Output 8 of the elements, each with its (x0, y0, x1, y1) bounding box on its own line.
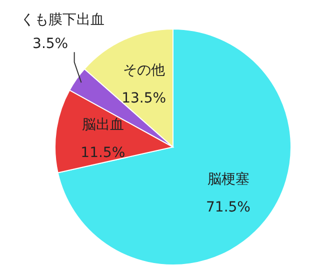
data-label: 71.5% (206, 199, 250, 216)
slice-label: 脳梗塞 (207, 171, 250, 188)
data-label: 11.5% (80, 145, 126, 162)
data-label: 3.5% (32, 36, 68, 52)
slice-label: 脳出血 (82, 117, 124, 134)
slice-label: くも膜下出血 (20, 12, 104, 28)
data-label: 13.5% (122, 90, 166, 106)
slice-label: その他 (122, 62, 165, 78)
